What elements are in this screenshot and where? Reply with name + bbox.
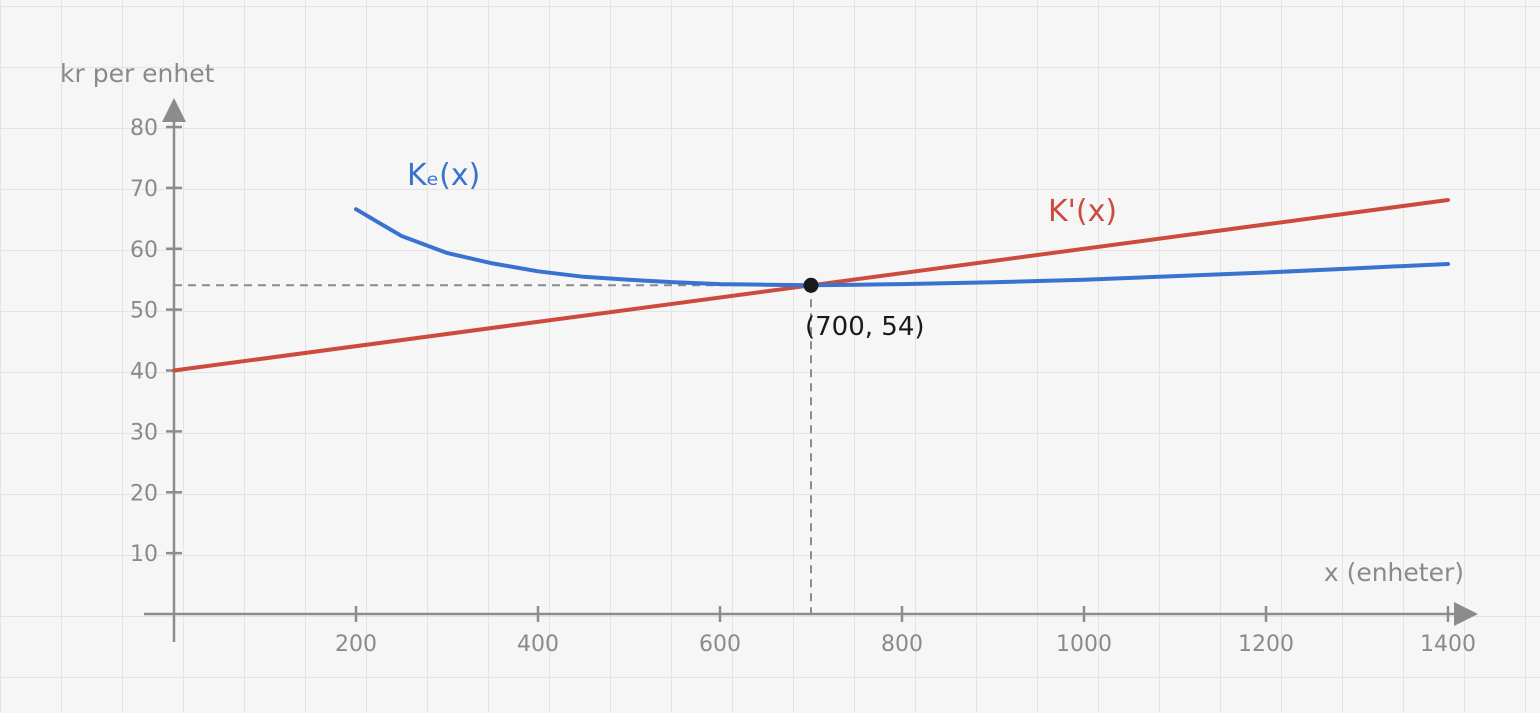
y-tick-label: 40 (130, 360, 158, 385)
x-axis-arrow-icon (1454, 602, 1478, 626)
y-tick-label: 60 (130, 238, 158, 263)
x-tick-label: 1000 (1056, 632, 1112, 657)
y-tick-label: 10 (130, 542, 158, 567)
x-tick-label: 400 (517, 632, 559, 657)
x-tick-label: 1400 (1420, 632, 1476, 657)
x-tick-label: 1200 (1238, 632, 1294, 657)
series-label-marginal-cost: K'(x) (1048, 194, 1117, 229)
intersection-point (803, 277, 819, 293)
y-tick-label: 50 (130, 299, 158, 324)
guide-lines (174, 284, 812, 614)
point-label: (700, 54) (805, 312, 925, 342)
y-tick-label: 30 (130, 420, 158, 445)
y-axis-arrow-icon (162, 98, 186, 122)
ticks: 200 400 600 800 1000 1200 1400 10 20 30 40 50 60 70 80 (130, 116, 1476, 657)
x-tick-label: 800 (881, 632, 923, 657)
y-tick-label: 20 (130, 481, 158, 506)
x-tick-label: 200 (335, 632, 377, 657)
y-tick-label: 80 (130, 116, 158, 141)
axes (144, 98, 1478, 642)
y-tick-label: 70 (130, 177, 158, 202)
x-axis-title: x (enheter) (1324, 558, 1464, 587)
series-label-average-cost: Kₑ(x) (407, 158, 480, 193)
y-axis-title: kr per enhet (60, 59, 215, 88)
x-tick-label: 600 (699, 632, 741, 657)
labels: Kₑ(x) K'(x) (700, 54) (407, 158, 1117, 342)
average-cost-curve (354, 207, 1450, 288)
series (172, 198, 1450, 373)
